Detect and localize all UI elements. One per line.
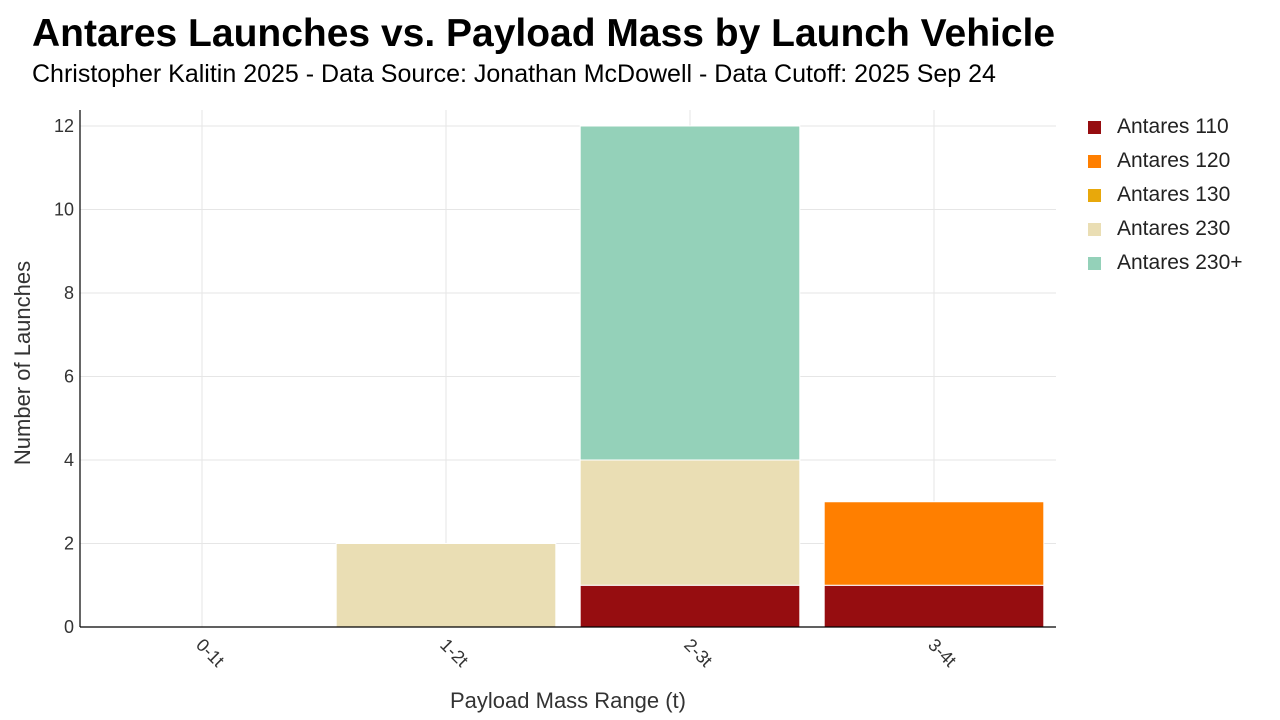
y-tick-label: 12 bbox=[54, 116, 74, 136]
legend-label: Antares 110 bbox=[1117, 115, 1229, 138]
x-tick-label: 1-2t bbox=[436, 635, 472, 671]
legend-swatch bbox=[1088, 222, 1101, 236]
legend: Antares 110 Antares 120 Antares 130 Antares… bbox=[1088, 110, 1243, 280]
y-tick-label: 10 bbox=[54, 200, 74, 220]
legend-label: Antares 230+ bbox=[1117, 251, 1243, 274]
y-tick-label: 8 bbox=[64, 283, 74, 303]
grid-lines bbox=[80, 110, 1056, 627]
bar-segment bbox=[823, 584, 1045, 628]
bars bbox=[335, 125, 1045, 628]
x-tick-label: 0-1t bbox=[192, 635, 228, 671]
x-tick-label: 2-3t bbox=[680, 635, 716, 671]
x-axis-label: Payload Mass Range (t) bbox=[450, 688, 686, 713]
bar-segment bbox=[579, 584, 801, 628]
legend-item: Antares 110 bbox=[1088, 110, 1243, 144]
legend-swatch bbox=[1088, 120, 1101, 134]
legend-label: Antares 120 bbox=[1117, 149, 1231, 172]
legend-item: Antares 230+ bbox=[1088, 246, 1243, 280]
x-tick-label: 3-4t bbox=[924, 635, 960, 671]
bar-segment bbox=[335, 543, 557, 628]
y-axis-label: Number of Launches bbox=[10, 261, 35, 465]
legend-label: Antares 130 bbox=[1117, 183, 1231, 206]
legend-swatch bbox=[1088, 188, 1101, 202]
chart-title: Antares Launches vs. Payload Mass by Lau… bbox=[32, 12, 1056, 55]
y-tick-label: 6 bbox=[64, 367, 74, 387]
legend-swatch bbox=[1088, 256, 1101, 270]
bar-segment bbox=[579, 125, 801, 461]
y-tick-label: 4 bbox=[64, 450, 74, 470]
legend-item: Antares 120 bbox=[1088, 144, 1243, 178]
legend-item: Antares 230 bbox=[1088, 212, 1243, 246]
legend-swatch bbox=[1088, 154, 1101, 168]
legend-item: Antares 130 bbox=[1088, 178, 1243, 212]
legend-label: Antares 230 bbox=[1117, 217, 1231, 240]
bar-segment bbox=[823, 501, 1045, 586]
chart-subtitle: Christopher Kalitin 2025 - Data Source: … bbox=[32, 60, 996, 88]
bar-segment bbox=[579, 459, 801, 586]
y-tick-label: 2 bbox=[64, 534, 74, 554]
y-tick-label: 0 bbox=[64, 617, 74, 637]
